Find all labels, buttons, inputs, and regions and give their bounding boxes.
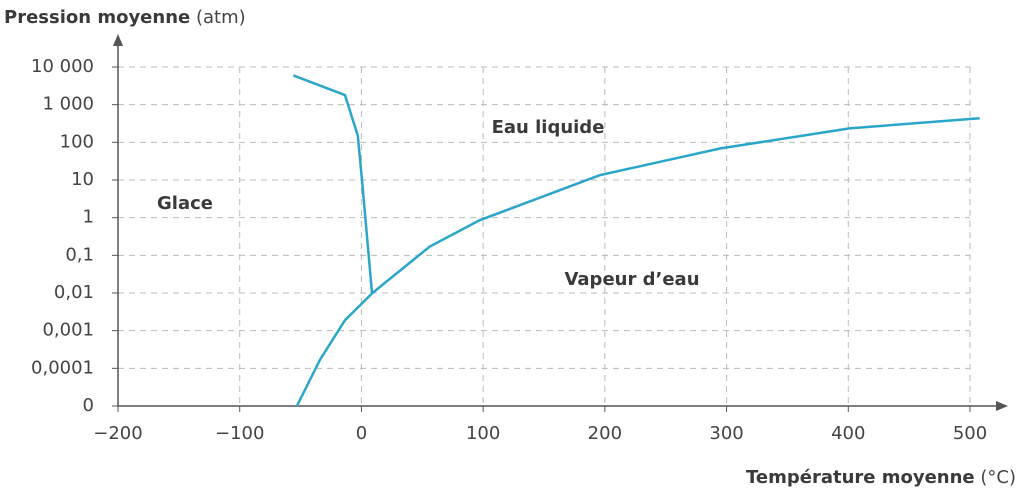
x-axis-unit: (°C) [980,467,1016,488]
x-axis-arrow [996,401,1008,411]
x-tick-label: 100 [466,423,500,444]
y-tick-label: 0,1 [65,244,94,265]
y-tick-label: 0,001 [42,320,94,341]
y-axis-label: Pression moyenne [4,7,190,28]
y-tick-label: 100 [60,131,94,152]
x-axis-title: Température moyenne (°C) [746,467,1016,488]
y-tick-label: 1 [83,207,94,228]
x-tick-label: 400 [831,423,865,444]
y-tick-label: 0,01 [54,282,94,303]
x-tick-label: −200 [93,423,142,444]
curve [292,74,374,294]
y-axis-title: Pression moyenne (atm) [4,7,246,28]
x-tick-label: 500 [953,423,987,444]
x-tick-label: 0 [356,423,367,444]
y-tick-label: 0,0001 [31,357,94,378]
y-axis-arrow [113,34,123,46]
y-axis-unit: (atm) [196,7,246,28]
y-tick-label: 1 000 [42,94,94,115]
curve [295,116,980,407]
x-tick-label: −100 [215,423,264,444]
x-tick-label: 300 [709,423,743,444]
y-tick-label: 10 [71,169,94,190]
y-tick-label: 0 [83,395,94,416]
region-label: Eau liquide [492,117,605,138]
y-tick-label: 10 000 [31,56,94,77]
region-label: Glace [157,193,213,214]
x-axis-label: Température moyenne [746,467,975,488]
x-tick-label: 200 [588,423,622,444]
region-label: Vapeur d’eau [564,269,699,290]
